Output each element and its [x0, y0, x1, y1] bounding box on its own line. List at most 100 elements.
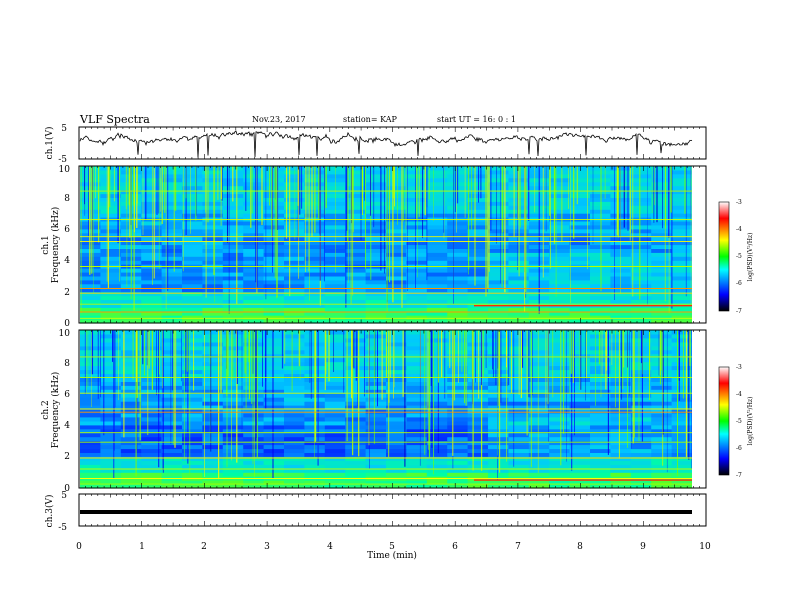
spectrogram-cell	[284, 260, 305, 265]
spectrogram-cell	[406, 341, 428, 347]
spectrogram-cell	[365, 205, 387, 210]
spectrogram-cell	[284, 405, 305, 410]
spectrogram-cell	[324, 283, 346, 289]
date-label: Nov.23, 2017	[252, 115, 306, 124]
spectrogram-cell	[426, 373, 448, 378]
spectrogram-cell	[488, 412, 509, 418]
spectrogram-cell	[508, 409, 530, 414]
spectrogram-cell	[100, 224, 122, 230]
spectrogram-cell	[161, 432, 183, 438]
spectrogram-cell	[182, 357, 203, 363]
spectrogram-cell	[100, 397, 122, 402]
spectrogram-cell	[202, 341, 224, 347]
spectrogram-cell	[508, 307, 530, 312]
spectrogram-cell	[263, 385, 285, 390]
spectrogram-cell	[426, 369, 448, 374]
spectrogram-cell	[528, 365, 550, 371]
spectrogram-cell	[202, 444, 224, 450]
spectrogram-cell	[120, 448, 142, 453]
spectrogram-cell	[202, 319, 224, 324]
spectrogram-cell	[651, 244, 673, 249]
spectrogram-cell	[120, 412, 142, 418]
spectrogram-cell	[426, 412, 448, 418]
spectrogram-cell	[243, 381, 265, 386]
spectrogram-cell	[630, 240, 652, 246]
spectrogram-cell	[345, 275, 367, 281]
spectrogram-cell	[324, 428, 346, 434]
spectrogram-cell	[406, 416, 428, 422]
spectrogram-cell	[161, 236, 183, 242]
spectrogram-cell	[243, 311, 265, 316]
spectrogram-cell	[630, 252, 652, 257]
spectrogram-cell	[324, 291, 346, 297]
spectrogram-cell	[284, 357, 305, 363]
spectrogram-cell	[120, 315, 142, 320]
spectrogram-cell	[345, 197, 367, 202]
spectrogram-cell	[182, 480, 203, 485]
spectrogram-cell	[182, 377, 203, 382]
spectrogram-cell	[488, 248, 509, 253]
spectrogram-cell	[222, 299, 244, 304]
spectrogram-cell	[324, 299, 346, 304]
spectrogram-cell	[263, 232, 285, 238]
x-tick-label: 9	[640, 542, 646, 552]
spectrogram-cell	[549, 345, 571, 351]
spectrogram-cell	[549, 464, 571, 469]
spectrogram-cell	[100, 260, 122, 265]
ch2-spectrogram	[80, 330, 706, 489]
spectrogram-cell	[141, 307, 163, 312]
spectrogram-cell	[365, 393, 387, 398]
spectrogram-cell	[80, 484, 101, 489]
spectrogram-cell	[284, 244, 305, 249]
spectrogram-cell	[263, 205, 285, 210]
spectrogram-cell	[590, 279, 611, 285]
spectrogram-cell	[182, 173, 203, 179]
spectrogram-cell	[630, 205, 652, 210]
spectrogram-cell	[590, 472, 611, 477]
spectrogram-cell	[630, 307, 652, 312]
spectrogram-cell	[508, 275, 530, 281]
spectrogram-cell	[365, 357, 387, 363]
spectrogram-cell	[304, 299, 326, 304]
spectrogram-cell	[426, 464, 448, 469]
spectrogram-cell	[182, 330, 203, 335]
spectrogram-cell	[386, 330, 407, 335]
spectrogram-cell	[467, 436, 489, 442]
spectrogram-cell	[508, 484, 530, 489]
spectrogram-cell	[528, 357, 550, 363]
spectrogram-cell	[467, 480, 489, 485]
spectrogram-cell	[284, 228, 305, 234]
ch1-spec-channel-label: ch.1	[41, 235, 51, 254]
spectrogram-cell	[549, 357, 571, 363]
spectrogram-cell	[549, 472, 571, 477]
spectrogram-cell	[202, 452, 224, 457]
spectrogram-cell	[467, 240, 489, 246]
spectrogram-cell	[263, 287, 285, 293]
spectrogram-cell	[345, 189, 367, 195]
spectrogram-cell	[590, 224, 611, 230]
spectrogram-cell	[426, 236, 448, 242]
spectrogram-cell	[630, 409, 652, 414]
spectrogram-cell	[467, 357, 489, 363]
spectrogram-cell	[100, 177, 122, 183]
spectrogram-cell	[100, 283, 122, 289]
spectrogram-cell	[549, 373, 571, 378]
spectrogram-cell	[549, 197, 571, 202]
colorbar-ch1: -3 -4 -5 -6 -7 log(PSD)(V²/Hz)	[718, 199, 754, 315]
spectrogram-cell	[202, 389, 224, 394]
spectrogram-cell	[528, 349, 550, 355]
spectrogram-cell	[141, 283, 163, 289]
spectrogram-cell	[569, 409, 591, 414]
spectrogram-cell	[304, 248, 326, 253]
spectrogram-cell	[365, 377, 387, 382]
spectrogram-cell	[406, 472, 428, 477]
spectrogram-cell	[671, 416, 693, 422]
spectrogram-cell	[182, 436, 203, 442]
spectrogram-cell	[222, 472, 244, 477]
spectrogram-cell	[324, 393, 346, 398]
spectrogram-cell	[161, 268, 183, 273]
spectrogram-cell	[610, 205, 632, 210]
spectrogram-cell	[386, 173, 407, 179]
spectrogram-cell	[590, 236, 611, 242]
colorbar-ch2-tick: -3	[736, 364, 742, 371]
